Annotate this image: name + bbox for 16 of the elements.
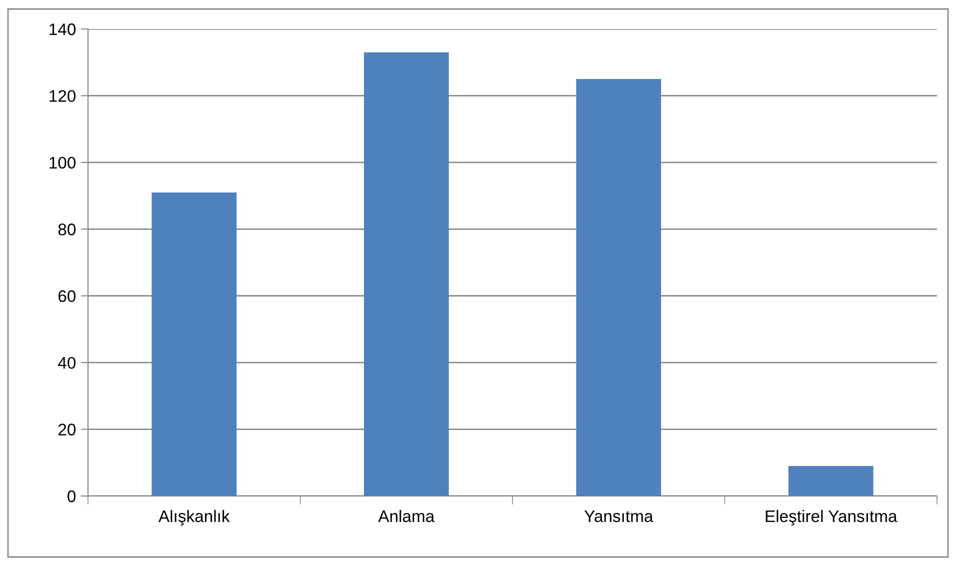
y-tick-label: 100 — [50, 156, 76, 169]
y-tick-label: 60 — [58, 290, 76, 302]
bar — [364, 52, 449, 496]
x-tick-label: Eleştirel Yansıtma — [766, 510, 898, 526]
bar — [152, 192, 237, 496]
x-tick-label: Anlama — [378, 510, 435, 522]
y-tick-label: 40 — [58, 356, 76, 369]
bar — [788, 466, 874, 496]
y-tick-label: 120 — [50, 90, 76, 102]
bar — [576, 79, 662, 496]
x-tick-label: Yansıtma — [584, 510, 654, 522]
y-tick-label: 0 — [68, 490, 76, 502]
y-tick-label: 80 — [58, 224, 76, 236]
y-tick-label: 140 — [50, 23, 76, 36]
x-tick-label: Alışkanlık — [158, 510, 230, 526]
y-tick-label: 20 — [58, 424, 76, 436]
